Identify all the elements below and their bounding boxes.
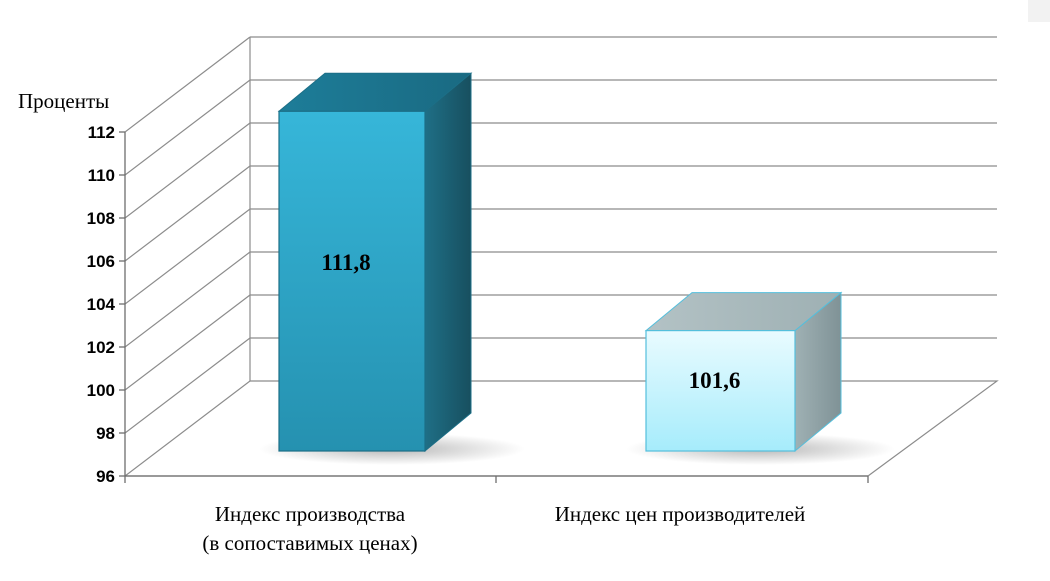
side-gridline — [124, 380, 251, 477]
bar — [645, 330, 796, 452]
y-tick-label: 102 — [87, 338, 115, 357]
bar-side — [424, 72, 472, 453]
y-tick-label: 108 — [87, 209, 115, 228]
bar-value-label: 111,8 — [321, 250, 370, 275]
y-tick-label: 104 — [87, 295, 116, 314]
x-category-label: Индекс цен производителей — [555, 502, 806, 526]
y-axis-title: Проценты — [18, 89, 109, 113]
bar-value-label: 101,6 — [689, 368, 741, 393]
side-gridline — [124, 122, 251, 219]
side-gridline — [124, 294, 251, 391]
side-gridline — [124, 337, 251, 434]
labels: 96 98 100 102 104 106 108 110 112 Проценты 111,8 10… — [18, 89, 805, 555]
bar — [278, 110, 426, 452]
axes — [119, 131, 869, 483]
y-tick-label: 106 — [87, 252, 115, 271]
side-gridline — [124, 36, 251, 133]
y-tick-label: 110 — [88, 166, 115, 185]
side-gridline — [124, 79, 251, 176]
y-tick-label: 112 — [88, 123, 115, 142]
x-category-label: Индекс производства (в сопоставимых ценах… — [202, 502, 417, 555]
side-gridline — [124, 165, 251, 262]
bars — [259, 72, 895, 465]
y-tick-label: 98 — [96, 424, 115, 443]
y-tick-label: 96 — [96, 467, 115, 486]
window-corner-button — [1028, 0, 1050, 22]
floor-outline — [125, 380, 999, 477]
side-gridline — [124, 208, 251, 305]
gridlines — [124, 36, 999, 477]
side-gridline — [124, 251, 251, 348]
y-tick-label: 100 — [87, 381, 115, 400]
